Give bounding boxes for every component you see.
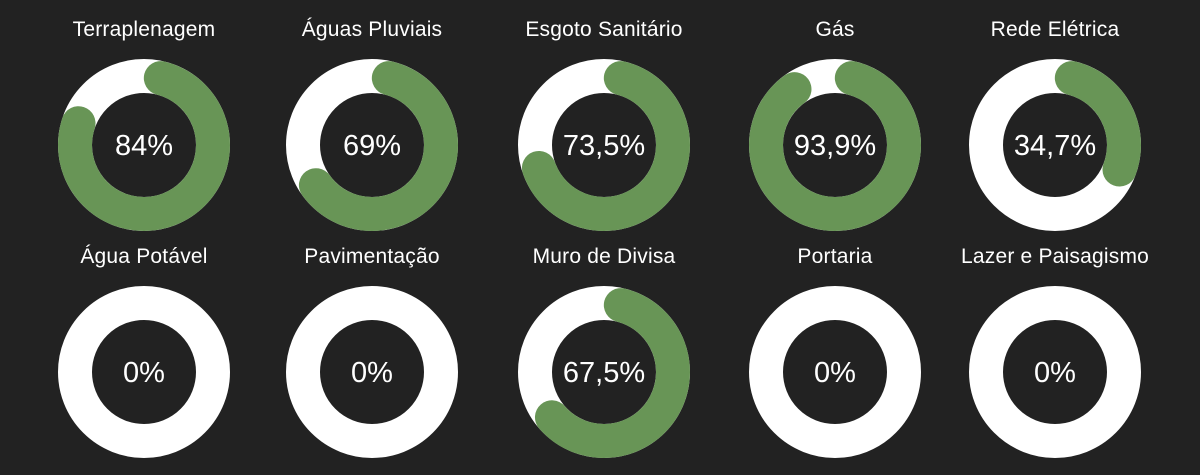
gauge-title: Esgoto Sanitário	[525, 18, 683, 41]
gauge-title: Rede Elétrica	[990, 18, 1120, 41]
gauge-card: Portaria 0%	[721, 227, 949, 458]
gauge-progress-arc	[518, 286, 690, 458]
gauge-value-label: 34,7%	[1014, 130, 1096, 162]
gauge-value-label: 67,5%	[563, 357, 645, 389]
gauge-track	[749, 286, 921, 458]
donut-chart: 84%	[58, 59, 230, 231]
gauge-title: Pavimentação	[304, 245, 440, 268]
gauge-value-label: 93,9%	[794, 130, 876, 162]
gauge-value-label: 0%	[351, 357, 393, 389]
gauge-value-label: 0%	[1034, 357, 1076, 389]
donut-chart: 93,9%	[749, 59, 921, 231]
gauge-value-label: 0%	[123, 357, 165, 389]
gauge-progress-arc	[518, 59, 690, 231]
donut-chart: 0%	[58, 286, 230, 458]
gauge-card: Águas Pluviais 69%	[258, 0, 486, 231]
gauge-card: Gás 93,9%	[721, 0, 949, 231]
gauge-card: Água Potável 0%	[30, 227, 258, 458]
gauge-value-label: 84%	[115, 130, 173, 162]
gauge-title: Água Potável	[80, 245, 208, 268]
gauge-title: Lazer e Paisagismo	[960, 245, 1150, 268]
gauge-card: Esgoto Sanitário 73,5%	[490, 0, 718, 231]
gauge-card: Rede Elétrica 34,7%	[941, 0, 1169, 231]
donut-chart: 69%	[286, 59, 458, 231]
gauge-title: Muro de Divisa	[532, 245, 676, 268]
donut-chart: 73,5%	[518, 59, 690, 231]
gauge-title: Gás	[815, 18, 855, 41]
donut-chart: 0%	[969, 286, 1141, 458]
gauge-card: Terraplenagem 84%	[30, 0, 258, 231]
gauge-progress-arc	[749, 59, 921, 231]
gauge-card: Pavimentação 0%	[258, 227, 486, 458]
gauge-progress-arc	[969, 59, 1141, 231]
donut-chart: 0%	[286, 286, 458, 458]
gauge-track	[969, 286, 1141, 458]
gauge-value-label: 0%	[814, 357, 856, 389]
gauge-title: Águas Pluviais	[301, 18, 443, 41]
gauge-value-label: 73,5%	[563, 130, 645, 162]
gauge-progress-arc	[286, 59, 458, 231]
gauge-track	[286, 286, 458, 458]
gauge-value-label: 69%	[343, 130, 401, 162]
gauge-track	[58, 286, 230, 458]
donut-chart: 34,7%	[969, 59, 1141, 231]
gauge-title: Portaria	[797, 245, 873, 268]
gauge-card: Muro de Divisa 67,5%	[490, 227, 718, 458]
gauge-progress-arc	[58, 59, 230, 231]
gauge-title: Terraplenagem	[72, 18, 216, 41]
gauge-card: Lazer e Paisagismo 0%	[941, 227, 1169, 458]
donut-chart: 67,5%	[518, 286, 690, 458]
donut-chart: 0%	[749, 286, 921, 458]
